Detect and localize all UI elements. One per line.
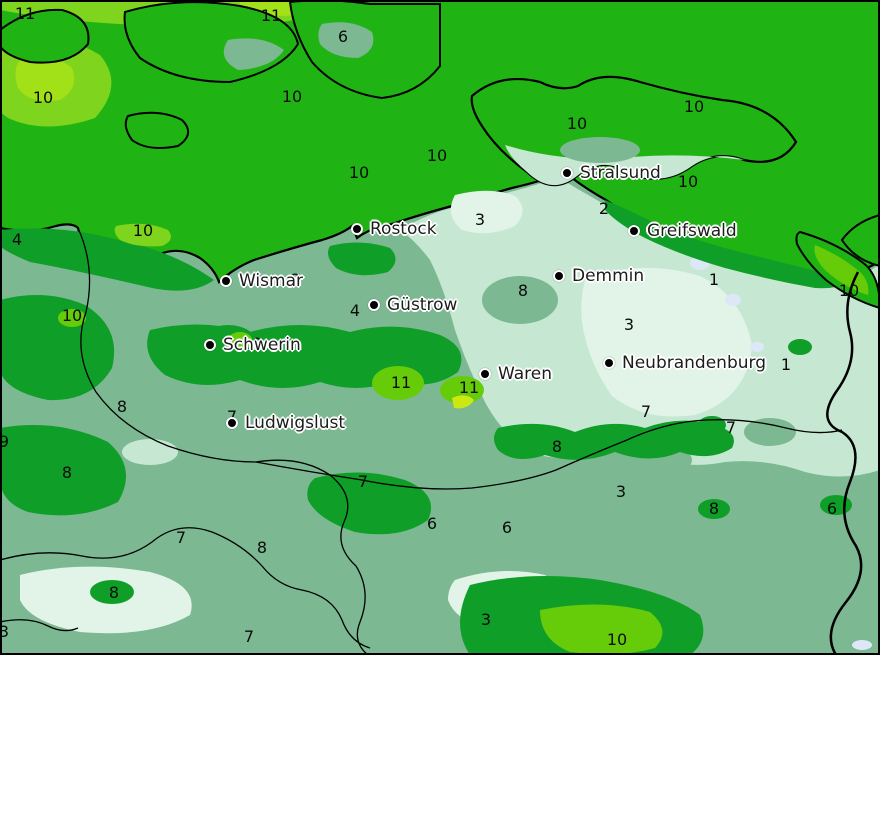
map-graphic	[2, 2, 878, 653]
temperature-value: 3	[480, 610, 492, 629]
city-dot-icon	[553, 270, 565, 282]
temperature-value: 10	[32, 88, 54, 107]
city-dot-icon	[226, 417, 238, 429]
city-dot-icon	[204, 339, 216, 351]
city-label: Rostock	[370, 219, 437, 239]
city-dot-icon	[603, 357, 615, 369]
city-marker-stralsund: Stralsund	[561, 163, 661, 183]
city-marker-rostock: Rostock	[351, 219, 437, 239]
city-dot-icon	[368, 299, 380, 311]
city-label: Greifswald	[647, 221, 737, 241]
island-outline	[124, 111, 189, 149]
temperature-value: 3	[2, 624, 9, 640]
temperature-value: 8	[256, 538, 268, 557]
temperature-value: 6	[337, 27, 349, 46]
temperature-value: 7	[243, 627, 255, 646]
city-marker-wismar: Wismar	[220, 271, 303, 291]
temperature-value: 4	[349, 301, 361, 320]
country-border	[826, 271, 863, 653]
island-outline	[2, 8, 90, 64]
city-label: Güstrow	[387, 295, 458, 315]
temperature-value: 10	[241, 334, 263, 353]
temperature-value: 7	[175, 528, 187, 547]
temperature-value: 6	[826, 499, 838, 518]
city-label: Ludwigslust	[245, 413, 346, 433]
city-label: Stralsund	[580, 163, 661, 183]
temperature-value: 3	[474, 210, 486, 229]
temperature-value: 10	[606, 630, 628, 649]
temperature-value: 8	[116, 397, 128, 416]
temperature-value: 9	[2, 434, 9, 450]
map-footer: Temperatur in 2m (in °C) Modell: ICON-D2…	[0, 655, 880, 830]
city-marker-neubrandenburg: Neubrandenburg	[603, 353, 766, 373]
city-dot-icon	[628, 225, 640, 237]
city-label: Neubrandenburg	[622, 353, 766, 373]
temperature-value: 3	[615, 482, 627, 501]
temperature-value: 7	[227, 409, 237, 425]
city-label: Schwerin	[223, 335, 301, 355]
city-marker-gstrow: Güstrow	[368, 295, 457, 315]
temperature-value: 11	[458, 378, 480, 397]
temperature-value: 8	[108, 583, 120, 602]
city-dot-icon	[351, 223, 363, 235]
city-label: Demmin	[572, 266, 645, 286]
city-dot-icon	[561, 167, 573, 179]
city-marker-greifswald: Greifswald	[628, 221, 737, 241]
city-label: Waren	[498, 364, 552, 384]
temperature-value: 6	[426, 514, 438, 533]
temperature-value: 10	[683, 97, 705, 116]
temperature-value: 8	[551, 437, 563, 456]
island-outline	[840, 214, 878, 267]
temperature-value: 2	[598, 199, 610, 218]
temperature-value: 10	[61, 306, 83, 325]
city-marker-waren: Waren	[479, 364, 552, 384]
district-borders	[2, 227, 843, 653]
temperature-value: 11	[390, 373, 412, 392]
temperature-value: 8	[61, 463, 73, 482]
temperature-value: 10	[281, 87, 303, 106]
city-layer: Stralsund Greifswald Rostock Wismar Demmin Gü…	[204, 163, 766, 433]
city-marker-schwerin: Schwerin	[204, 335, 301, 355]
temperature-value: 10	[348, 163, 370, 182]
city-label: Wismar	[239, 271, 303, 291]
city-marker-ludwigslust: Ludwigslust	[226, 413, 345, 433]
temperature-value: 7	[725, 418, 737, 437]
temperature-map: 11 11 6 10 10 10 10 10 10 10 2 3 10 4 8 1 8 10 4 10 3 10 1 11 11…	[0, 0, 880, 655]
temperature-value: 11	[260, 6, 282, 25]
value-layer: 11 11 6 10 10 10 10 10 10 10 2 3 10 4 8 1 8 10 4 10 3 10 1 11 11…	[2, 4, 860, 649]
temperature-value: 10	[677, 172, 699, 191]
temperature-value: 8	[708, 499, 720, 518]
temperature-value: 8	[289, 270, 301, 289]
temperature-value: 10	[566, 114, 588, 133]
temperature-value: 10	[838, 281, 860, 300]
city-marker-demmin: Demmin	[553, 266, 644, 286]
temperature-value: 7	[357, 472, 369, 491]
temperature-value: 1	[708, 270, 720, 289]
temperature-value: 6	[501, 518, 513, 537]
temperature-value: 8	[517, 281, 529, 300]
temperature-value: 10	[132, 221, 154, 240]
temperature-value: 4	[11, 230, 23, 249]
temperature-value: 1	[780, 355, 792, 374]
temperature-value: 7	[640, 402, 652, 421]
temperature-value: 3	[623, 315, 635, 334]
city-dot-icon	[479, 368, 491, 380]
temperature-value: 10	[426, 146, 448, 165]
city-dot-icon	[220, 275, 232, 287]
temperature-value: 11	[14, 4, 36, 23]
